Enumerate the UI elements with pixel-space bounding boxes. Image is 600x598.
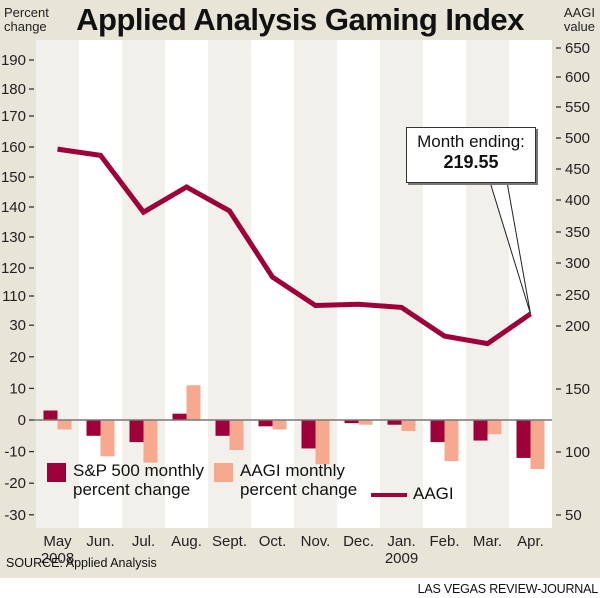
- source-note: SOURCE: Applied Analysis: [6, 556, 157, 570]
- right-tick-label: 200: [565, 318, 590, 335]
- publisher-credit: LAS VEGAS REVIEW-JOURNAL: [417, 582, 599, 596]
- sp500-bar: [301, 420, 316, 449]
- x-axis-label: Jun.: [86, 533, 114, 550]
- sp500-bar: [258, 420, 273, 427]
- right-tick-label: 300: [565, 255, 590, 272]
- sp500-bar: [43, 410, 58, 420]
- column-band: [36, 40, 79, 528]
- legend-aagi-bar-swatch: [214, 463, 233, 482]
- month-ending-callout: Month ending: 219.55: [406, 127, 536, 183]
- column-band: [208, 40, 251, 528]
- sp500-bar: [86, 420, 101, 436]
- aagi-change-bar: [487, 420, 502, 435]
- sp500-bar: [215, 420, 230, 436]
- right-tick-label: 400: [565, 192, 590, 209]
- aagi-change-bar: [315, 420, 330, 465]
- sp500-bar: [473, 420, 488, 441]
- left-tick-label: 150: [1, 169, 26, 186]
- sp500-bar: [172, 413, 187, 420]
- x-axis-label: Jan.: [387, 533, 415, 550]
- right-tick-label: 350: [565, 224, 590, 241]
- right-axis-header: AAGI value: [564, 6, 595, 34]
- callout-label: Month ending:: [417, 132, 525, 151]
- aagi-change-bar: [186, 385, 201, 420]
- right-tick-label: 50: [565, 507, 582, 524]
- aagi-change-bar: [444, 420, 459, 462]
- left-axis-header: Percent change: [4, 6, 49, 34]
- right-tick-label: 650: [565, 40, 590, 57]
- aagi-change-bar: [100, 420, 115, 457]
- left-tick-label: 10: [9, 380, 26, 397]
- right-tick-label: 450: [565, 161, 590, 178]
- left-tick-label: 30: [9, 317, 26, 334]
- aagi-change-bar: [401, 420, 416, 432]
- sp500-bar: [387, 420, 402, 425]
- aagi-change-bar: [272, 420, 287, 430]
- right-tick-label: 100: [565, 444, 590, 461]
- callout-value: 219.55: [443, 152, 499, 172]
- x-axis-label: Aug.: [171, 533, 202, 550]
- aagi-change-bar: [530, 420, 545, 469]
- x-axis-label: Jul.: [132, 533, 155, 550]
- x-axis-label: Oct.: [259, 533, 287, 550]
- left-tick-label: -10: [4, 444, 26, 461]
- x-axis-label: Mar.: [473, 533, 502, 550]
- left-tick-label: 190: [1, 52, 26, 69]
- left-tick-label: 140: [1, 199, 26, 216]
- left-tick-label: 160: [1, 139, 26, 156]
- legend-aagi-bar-label: AAGI monthly percent change: [240, 461, 358, 499]
- left-tick-label: 110: [2, 288, 26, 305]
- aagi-change-bar: [143, 420, 158, 463]
- aagi-change-bar: [229, 420, 244, 451]
- left-axis-header-line2: change: [4, 19, 47, 34]
- aagi-line: [57, 146, 532, 347]
- x-axis-label: May: [43, 533, 72, 550]
- x-axis-year-label: 2009: [385, 550, 418, 567]
- legend-sp500-swatch: [47, 463, 66, 482]
- right-tick-label: 550: [565, 99, 590, 116]
- left-tick-label: 120: [1, 260, 26, 277]
- chart-title: Applied Analysis Gaming Index: [76, 2, 524, 37]
- chart-svg: 1901801701601501401301201103020100-10-20…: [1, 40, 590, 567]
- column-band: [380, 40, 423, 528]
- right-tick-label: 500: [565, 130, 590, 147]
- right-axis-header-line1: AAGI: [563, 5, 595, 20]
- column-band: [466, 40, 509, 528]
- left-tick-label: 170: [1, 108, 26, 125]
- aagi-change-bar: [57, 420, 72, 430]
- left-tick-label: -20: [4, 475, 26, 492]
- right-tick-label: 600: [565, 69, 590, 86]
- x-axis-label: Dec.: [343, 533, 374, 550]
- sp500-bar: [129, 420, 144, 443]
- legend-aagi-line-label: AAGI: [413, 484, 454, 503]
- sp500-bar: [430, 420, 445, 443]
- left-tick-label: 130: [1, 229, 26, 246]
- left-tick-label: -30: [4, 507, 26, 524]
- x-axis-label: Apr.: [517, 533, 544, 550]
- left-axis-ticks: 190 180 170 160 150 140 130 120 110 30 20 10 0 -10 -20…: [1, 52, 34, 524]
- x-axis-label: Feb.: [429, 533, 459, 550]
- left-tick-label: 0: [18, 412, 26, 429]
- x-axis-year-label: 2008: [41, 550, 74, 567]
- right-tick-label: 250: [565, 287, 590, 304]
- right-axis-header-line2: value: [563, 19, 595, 34]
- column-bands: [36, 40, 552, 528]
- sp500-bar: [344, 420, 359, 424]
- left-tick-label: 180: [1, 81, 26, 98]
- x-axis-label: Nov.: [301, 533, 331, 550]
- right-axis-ticks: 650 600 550 500 450 400 350 300 250 200 150 100 50: [556, 40, 590, 524]
- sp500-bar: [516, 420, 531, 458]
- left-axis-header-line1: Percent: [4, 5, 49, 20]
- x-axis-label: Sept.: [212, 533, 247, 550]
- right-tick-label: 150: [565, 381, 590, 398]
- left-tick-label: 20: [9, 349, 26, 366]
- legend-sp500-label: S&P 500 monthly percent change: [73, 461, 205, 499]
- aagi-change-bar: [358, 420, 373, 425]
- bars: [43, 385, 545, 469]
